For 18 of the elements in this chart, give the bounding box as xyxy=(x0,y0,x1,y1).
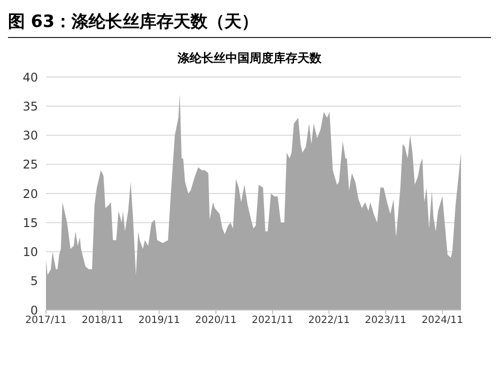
y-tick-label: 10 xyxy=(22,245,38,260)
chart-title: 图 63：涤纶长丝库存天数（天） xyxy=(8,8,491,38)
x-tick-label: 2017/11 xyxy=(25,315,67,326)
y-tick-label: 35 xyxy=(22,99,38,114)
x-tick-label: 2019/11 xyxy=(138,315,180,326)
x-tick-label: 2022/11 xyxy=(308,315,350,326)
y-tick-label: 15 xyxy=(22,216,38,230)
y-tick-label: 25 xyxy=(22,158,38,172)
y-tick-label: 30 xyxy=(22,128,38,143)
y-tick-label: 40 xyxy=(22,70,38,84)
x-tick-label: 2020/11 xyxy=(195,315,237,326)
y-tick-label: 20 xyxy=(22,186,38,201)
x-tick-label: 2021/11 xyxy=(252,315,294,326)
x-tick-label: 2018/11 xyxy=(82,315,124,326)
x-tick-label: 2024/11 xyxy=(422,315,464,326)
y-tick-label: 5 xyxy=(30,274,38,288)
x-tick-label: 2023/11 xyxy=(364,315,406,326)
chart-subtitle: 涤纶长丝中国周度库存天数 xyxy=(176,50,322,67)
